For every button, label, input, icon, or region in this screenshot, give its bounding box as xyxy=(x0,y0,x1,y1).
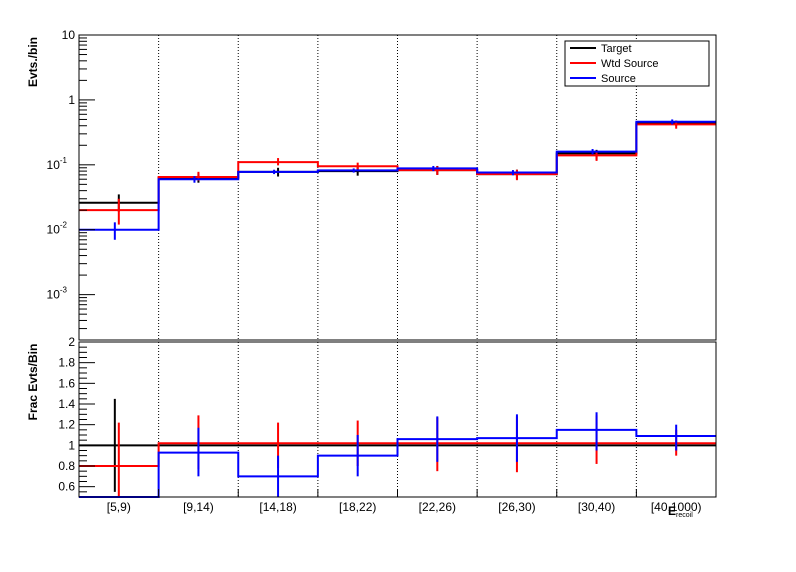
x-axis-label: Erecoil xyxy=(668,504,693,519)
bottom-panel: 0.60.811.21.41.61.82 [5,9) [9,14) [14,18)[… xyxy=(26,335,717,519)
bottom-tick-label: 1.8 xyxy=(58,356,75,370)
x-tick-label: [14,18) xyxy=(259,500,296,514)
top-series-line xyxy=(79,120,716,231)
x-tick-label: [5,9) xyxy=(107,500,131,514)
x-tick-label: [9,14) xyxy=(183,500,214,514)
bottom-tick-label: 1 xyxy=(68,438,75,452)
top-y-axis-label: Evts./bin xyxy=(26,37,40,87)
bottom-y-axis: 0.6 0.8 1 1.2 1.4 1.6 1.8 2 xyxy=(58,335,95,498)
top-panel: 10-3 10-2 10-1 1 10 Evts./bin Target Wtd Sour… xyxy=(26,28,717,341)
top-tick-label: 10-2 xyxy=(47,221,68,237)
bottom-tick-label: 0.8 xyxy=(58,459,75,473)
legend-label: Source xyxy=(601,73,636,85)
bottom-tick-label: 1.2 xyxy=(58,418,75,432)
top-tick-label: 10-1 xyxy=(47,156,68,172)
bottom-tick-label: 1.6 xyxy=(58,376,75,390)
x-tick-label: [30,40) xyxy=(578,500,615,514)
top-frame xyxy=(78,34,717,341)
top-series xyxy=(79,119,716,240)
x-tick-label: [26,30) xyxy=(498,500,535,514)
bottom-y-axis-label: Frac Evts/Bin xyxy=(26,344,40,421)
bottom-frame xyxy=(78,341,717,498)
legend-label: Target xyxy=(601,43,632,55)
x-tick-label: [18,22) xyxy=(339,500,376,514)
bottom-tick-label: 2 xyxy=(68,335,75,349)
bottom-series xyxy=(79,398,716,498)
top-tick-label: 1 xyxy=(68,93,75,107)
top-tick-label: 10-3 xyxy=(47,286,68,302)
bottom-tick-label: 0.6 xyxy=(58,480,75,494)
bottom-tick-label: 1.4 xyxy=(58,397,75,411)
legend-label: Wtd Source xyxy=(601,58,658,70)
bottom-x-axis: [5,9) [9,14) [14,18) [18,22) [22,26) [26,30) [… xyxy=(78,489,717,514)
legend: Target Wtd Source Source xyxy=(564,40,710,87)
x-tick-label: [22,26) xyxy=(419,500,456,514)
x-tick-label: [40,1000) xyxy=(651,500,702,514)
top-tick-label: 10 xyxy=(62,28,76,42)
